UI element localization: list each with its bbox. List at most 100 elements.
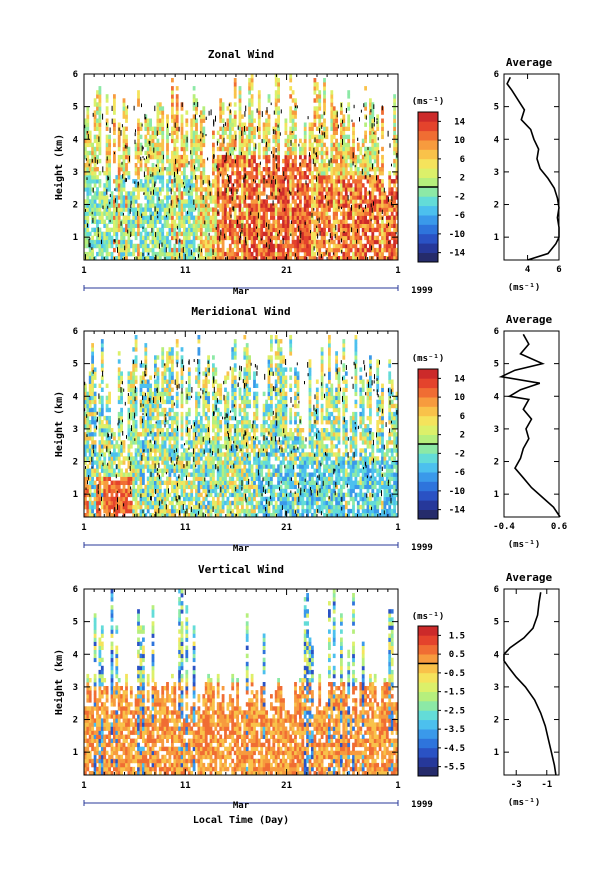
contour-mark [373,132,375,135]
heatmap-cell [86,195,90,200]
heatmap-cell [190,203,194,208]
heatmap-cell [166,167,169,172]
contour-mark [228,103,230,107]
heatmap-cell [270,251,273,257]
heatmap-cell [91,243,94,249]
heatmap-cell [96,500,99,506]
heatmap-cell [255,203,259,208]
heatmap-cell [173,219,177,224]
heatmap-cell [192,219,196,224]
heatmap-cell [228,158,232,164]
contour-mark [174,122,176,128]
heatmap-cell [274,179,278,184]
heatmap-cell [303,231,307,237]
heatmap-cell [233,256,237,260]
heatmap-cell [173,150,177,156]
heatmap-cell [113,203,116,208]
heatmap-cell [313,122,317,127]
contour-mark [224,233,226,239]
contour-mark [387,130,389,137]
heatmap-cell [388,199,392,204]
heatmap-cell [291,171,295,176]
heatmap-cell [100,199,104,204]
heatmap-cell [284,163,288,168]
heatmap-cell [117,146,121,152]
heatmap-cell [344,167,348,172]
heatmap-cell [301,150,305,156]
heatmap-cell [250,251,254,257]
heatmap-cell [393,106,396,111]
heatmap-cell [248,150,251,156]
heatmap-cell [125,480,128,485]
heatmap-cell [303,126,307,131]
contour-mark [202,195,204,200]
heatmap-cell [149,231,152,237]
heatmap-cell [125,219,128,224]
heatmap-cell [146,424,150,429]
heatmap-cell [171,154,174,160]
heatmap-cell [214,235,218,241]
heatmap-cell [149,171,152,176]
heatmap-cell [86,167,90,172]
heatmap-cell [395,191,398,196]
heatmap-cell [233,163,237,168]
heatmap-cell [103,484,107,490]
heatmap-cell [154,379,157,384]
heatmap-cell [221,215,225,220]
heatmap-cell [347,106,351,111]
heatmap-cell [257,114,261,119]
heatmap-cell [274,231,278,237]
heatmap-cell [320,211,324,216]
heatmap-cell [154,367,157,372]
heatmap-cell [284,231,288,237]
heatmap-cell [361,256,365,260]
contour-mark [107,175,109,181]
heatmap-cell [105,480,109,485]
heatmap-cell [270,195,273,200]
heatmap-cell [277,106,280,111]
heatmap-cell [171,90,174,95]
heatmap-cell [257,183,261,188]
heatmap-cell [330,256,334,260]
heatmap-cell [120,375,123,380]
heatmap-cell [175,98,179,103]
heatmap-cell [253,191,256,196]
heatmap-cell [335,247,338,253]
heatmap-cell [219,110,223,115]
contour-mark [288,190,290,194]
heatmap-cell [291,110,295,115]
heatmap-cell [113,496,116,502]
heatmap-cell [204,175,208,180]
heatmap-cell [270,203,273,208]
heatmap-cell [120,227,123,233]
contour-mark [297,189,299,193]
heatmap-cell [243,203,247,208]
heatmap-cell [125,492,128,498]
contour-mark [200,138,202,142]
heatmap-cell [335,126,338,131]
heatmap-cell [352,126,355,131]
heatmap-cell [98,243,102,249]
heatmap-cell [323,207,326,212]
heatmap-cell [301,231,305,237]
heatmap-cell [163,207,167,212]
heatmap-cell [187,219,191,224]
heatmap-cell [337,175,341,180]
contour-mark [244,195,246,200]
heatmap-cell [137,167,140,172]
heatmap-cell [226,191,230,196]
heatmap-cell [84,456,87,461]
heatmap-cell [108,207,111,212]
heatmap-cell [337,256,341,260]
heatmap-cell [381,231,384,237]
heatmap-cell [187,247,191,253]
heatmap-cell [245,219,249,224]
heatmap-cell [221,167,225,172]
heatmap-cell [110,227,114,233]
heatmap-cell [91,235,94,241]
heatmap-cell [212,134,215,140]
heatmap-cell [373,138,377,144]
heatmap-cell [378,223,382,228]
heatmap-cell [149,211,152,216]
heatmap-cell [192,98,196,103]
